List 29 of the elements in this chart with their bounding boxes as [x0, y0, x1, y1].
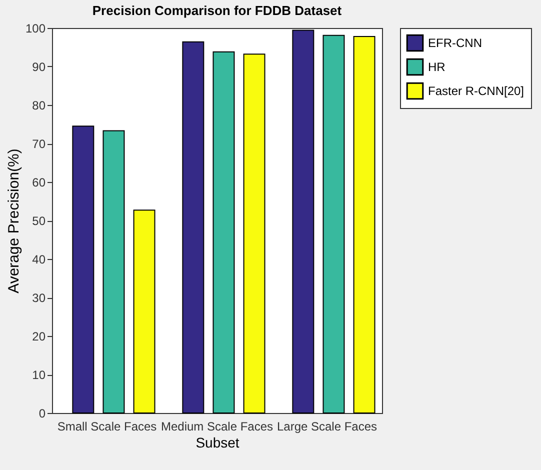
- y-tick-label: 0: [38, 406, 46, 420]
- y-tick-label: 50: [32, 214, 46, 228]
- bar: [102, 130, 125, 414]
- y-tick-label: 90: [32, 60, 46, 74]
- chart-title: Precision Comparison for FDDB Dataset: [92, 3, 342, 18]
- y-tick-label: 30: [32, 291, 46, 305]
- bar: [353, 36, 376, 414]
- x-axis-title: Subset: [196, 434, 240, 450]
- legend-label: Faster R-CNN[20]: [428, 84, 524, 98]
- y-axis-title: Average Precision(%): [5, 148, 22, 294]
- bar: [243, 54, 266, 414]
- bar: [182, 41, 204, 414]
- bar: [133, 210, 156, 414]
- legend-label: EFR-CNN: [428, 36, 482, 50]
- bar: [72, 126, 94, 414]
- x-tick-label: Small Scale Faces: [57, 420, 157, 434]
- bar: [292, 30, 314, 414]
- bar: [212, 51, 235, 414]
- y-tick-label: 70: [32, 137, 46, 151]
- y-tick-label: 80: [32, 98, 46, 112]
- y-tick-label: 60: [32, 176, 46, 190]
- legend-label: HR: [428, 60, 446, 74]
- y-tick-label: 40: [32, 252, 46, 266]
- x-tick-label: Medium Scale Faces: [160, 420, 274, 434]
- x-tick-label: Large Scale Faces: [276, 420, 378, 434]
- bar: [322, 34, 345, 414]
- y-tick-label: 100: [25, 22, 46, 36]
- y-tick-label: 20: [32, 330, 46, 344]
- y-tick-label: 10: [32, 368, 46, 382]
